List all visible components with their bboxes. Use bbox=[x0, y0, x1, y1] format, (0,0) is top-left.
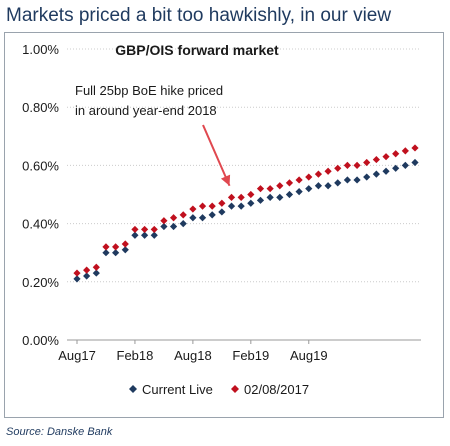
data-point-current bbox=[324, 182, 332, 190]
data-point-previous bbox=[179, 211, 187, 219]
data-point-current bbox=[189, 214, 197, 222]
legend-marker bbox=[129, 385, 137, 393]
data-point-current bbox=[92, 269, 100, 277]
data-point-current bbox=[363, 173, 371, 181]
data-point-previous bbox=[121, 240, 129, 248]
data-point-previous bbox=[285, 179, 294, 187]
data-point-previous bbox=[112, 243, 120, 251]
data-point-current bbox=[343, 176, 351, 184]
y-tick-label: 0.60% bbox=[22, 158, 59, 173]
data-point-current bbox=[353, 176, 361, 184]
y-tick-label: 0.00% bbox=[22, 333, 59, 348]
data-point-previous bbox=[324, 167, 332, 175]
data-point-previous bbox=[256, 185, 265, 193]
legend-marker bbox=[231, 385, 239, 393]
data-point-previous bbox=[141, 225, 149, 234]
chart-title: GBP/OIS forward market bbox=[115, 42, 279, 58]
x-tick-label: Aug19 bbox=[290, 348, 328, 363]
source-note: Source: Danske Bank bbox=[6, 426, 113, 438]
data-point-current bbox=[276, 193, 284, 202]
data-point-previous bbox=[208, 202, 216, 210]
annotation-arrow bbox=[202, 124, 231, 187]
data-point-current bbox=[314, 182, 323, 190]
data-point-current bbox=[160, 222, 168, 231]
data-point-previous bbox=[401, 147, 409, 155]
data-point-previous bbox=[372, 155, 380, 164]
data-point-previous bbox=[247, 190, 255, 199]
page-title: Markets priced a bit too hawkishly, in o… bbox=[6, 5, 392, 26]
data-point-previous bbox=[266, 185, 274, 193]
data-point-previous bbox=[392, 150, 400, 158]
data-point-current bbox=[285, 190, 294, 199]
data-point-previous bbox=[363, 158, 371, 167]
data-point-current bbox=[401, 161, 409, 169]
data-point-previous bbox=[218, 199, 226, 207]
data-point-previous bbox=[198, 202, 207, 210]
data-point-previous bbox=[334, 164, 342, 172]
data-point-previous bbox=[276, 182, 284, 190]
data-point-current bbox=[121, 246, 129, 254]
data-point-current bbox=[218, 208, 226, 216]
data-point-current bbox=[266, 193, 274, 202]
annotation-text: Full 25bp BoE hike priced bbox=[75, 83, 223, 98]
data-point-previous bbox=[83, 266, 91, 274]
data-point-previous bbox=[73, 269, 81, 277]
x-tick-label: Feb19 bbox=[232, 348, 269, 363]
x-tick-label: Aug17 bbox=[58, 348, 96, 363]
x-tick-label: Feb18 bbox=[117, 348, 154, 363]
y-tick-label: 1.00% bbox=[22, 42, 59, 57]
data-point-current bbox=[334, 179, 342, 187]
data-point-current bbox=[247, 199, 255, 207]
x-tick-label: Aug18 bbox=[174, 348, 212, 363]
data-point-previous bbox=[150, 225, 158, 234]
y-tick-label: 0.20% bbox=[22, 275, 59, 290]
data-point-previous bbox=[160, 217, 168, 225]
data-point-previous bbox=[189, 205, 197, 213]
data-point-previous bbox=[227, 193, 236, 202]
data-point-previous bbox=[353, 161, 361, 169]
legend-label: 02/08/2017 bbox=[244, 382, 309, 397]
legend-label: Current Live bbox=[142, 382, 213, 397]
y-tick-label: 0.40% bbox=[22, 217, 59, 232]
data-point-current bbox=[372, 170, 380, 178]
data-point-current bbox=[208, 211, 216, 219]
data-point-current bbox=[411, 158, 419, 167]
data-point-current bbox=[169, 222, 178, 231]
data-point-previous bbox=[305, 173, 313, 181]
data-point-current bbox=[150, 231, 158, 239]
data-point-current bbox=[227, 202, 236, 210]
data-point-previous bbox=[92, 263, 100, 271]
data-point-current bbox=[102, 249, 110, 257]
data-point-current bbox=[392, 164, 400, 172]
data-point-current bbox=[305, 185, 313, 193]
data-point-previous bbox=[237, 193, 245, 202]
data-point-previous bbox=[343, 161, 351, 169]
chart-canvas: 0.00% 0.20% 0.40% 0.60% 0.80% 1.00% Aug17 Feb18… bbox=[22, 42, 421, 397]
data-point-previous bbox=[314, 170, 323, 178]
data-point-previous bbox=[295, 176, 303, 184]
data-point-previous bbox=[382, 153, 390, 161]
data-point-current bbox=[256, 196, 265, 204]
data-point-current bbox=[131, 231, 139, 239]
data-point-previous bbox=[411, 144, 419, 152]
data-point-previous bbox=[102, 243, 110, 251]
data-point-previous bbox=[131, 225, 139, 234]
data-point-current bbox=[112, 249, 120, 257]
data-point-previous bbox=[169, 214, 178, 222]
annotation-arrowhead bbox=[220, 174, 231, 186]
y-tick-label: 0.80% bbox=[22, 100, 59, 115]
data-point-current bbox=[295, 187, 303, 196]
data-point-current bbox=[141, 231, 149, 239]
data-point-current bbox=[382, 167, 390, 175]
data-point-current bbox=[179, 220, 187, 228]
annotation-text: in around year-end 2018 bbox=[75, 103, 217, 118]
chart-panel: 0.00% 0.20% 0.40% 0.60% 0.80% 1.00% Aug17 Feb18… bbox=[4, 32, 444, 418]
data-point-current bbox=[237, 202, 245, 210]
data-point-current bbox=[198, 214, 207, 222]
